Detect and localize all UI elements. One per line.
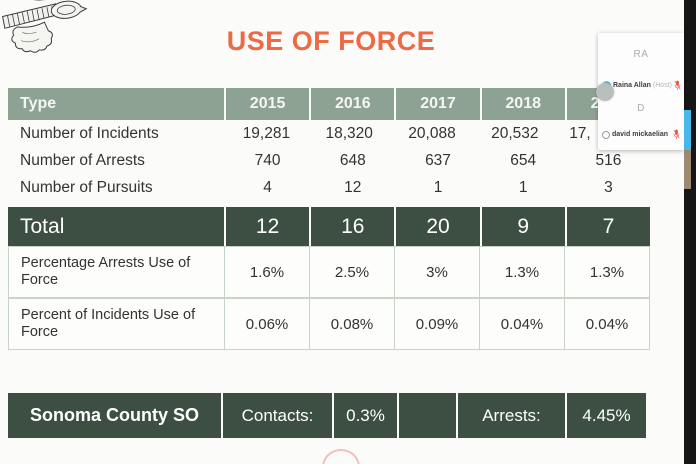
summary-contacts-label: Contacts: (223, 393, 332, 438)
total-value: 9 (481, 207, 565, 246)
cell-value: 19,281 (242, 124, 291, 142)
column-header-2015: 2015 (226, 88, 310, 120)
cell-value: 0.06% (225, 299, 309, 349)
participant-name: david mickaelian (612, 131, 669, 138)
summary-arrests-value: 4.45% (567, 393, 646, 438)
participant-role: (Host) (652, 82, 672, 89)
participant-name: Raina Allan (613, 82, 651, 89)
row-label: Number of Pursuits (20, 178, 153, 196)
background-window-sliver-blue (684, 110, 691, 150)
participant-row[interactable]: david mickaelian (598, 128, 684, 141)
cell-value: 516 (595, 151, 622, 169)
table-row-total: Total 12 16 20 9 7 (8, 207, 651, 246)
page-title: USE OF FORCE (226, 26, 436, 56)
cell-value: 637 (425, 151, 451, 169)
column-header-2017: 2017 (396, 88, 480, 120)
cell-value: 1.3% (565, 247, 649, 297)
summary-agency: Sonoma County SO (8, 393, 221, 438)
table-row-incidents: Number of Incidents 19,281 18,320 20,088… (8, 120, 650, 147)
cell-value: 20,088 (408, 124, 456, 142)
participant-avatar-circle (596, 83, 614, 101)
cell-value: 18,320 (325, 124, 373, 142)
summary-spacer (399, 393, 456, 438)
muted-mic-icon[interactable] (674, 80, 681, 91)
total-value: 20 (396, 207, 480, 246)
total-value: 7 (566, 207, 651, 246)
cell-value: 20,532 (491, 124, 539, 142)
cell-value: 3% (395, 247, 479, 297)
annotation-circle (322, 449, 360, 464)
cell-value: 1.3% (480, 247, 564, 297)
cell-value: 17, (569, 124, 591, 142)
table-header-row: Type 2015 2016 2017 2018 2019 (8, 88, 651, 120)
cell-value: 1.6% (225, 247, 309, 297)
total-label: Total (8, 207, 224, 246)
logo-sketch-icon (2, 0, 88, 53)
background-window-sliver-tan (684, 150, 691, 189)
table-row-pct-incidents: Percent of Incidents Use of Force 0.06% … (8, 298, 650, 350)
participant-initials: D (637, 103, 645, 114)
window-edge-strip (684, 0, 696, 464)
avatar (602, 130, 610, 139)
muted-mic-icon[interactable] (673, 129, 680, 140)
cell-value: 12 (344, 178, 362, 196)
total-value: 12 (226, 207, 310, 246)
cell-value: 4 (263, 178, 272, 196)
agency-logo (0, 0, 93, 63)
column-header-2016: 2016 (311, 88, 395, 120)
cell-value: 654 (510, 151, 537, 169)
summary-contacts-value: 0.3% (334, 393, 397, 438)
cell-value: 0.04% (565, 299, 649, 349)
row-label: Percentage Arrests Use of Force (9, 247, 224, 297)
summary-arrests-label: Arrests: (458, 393, 565, 438)
table-row-pct-arrests: Percentage Arrests Use of Force 1.6% 2.5… (8, 246, 650, 298)
cell-value: 0.08% (310, 299, 394, 349)
participants-panel: RA Raina Allan (Host) D david mickaelian (596, 33, 684, 150)
column-header-2018: 2018 (481, 88, 565, 120)
use-of-force-table: Type 2015 2016 2017 2018 2019 Number of … (8, 88, 651, 350)
cell-value: 3 (604, 178, 613, 196)
table-row-arrests: Number of Arrests 740 648 637 654 516 (8, 147, 650, 174)
cell-value: 0.04% (480, 299, 564, 349)
cell-value: 740 (254, 151, 281, 169)
cell-value: 1 (518, 178, 528, 196)
cell-value: 2.5% (310, 247, 394, 297)
cell-value: 648 (339, 151, 366, 169)
table-row-pursuits: Number of Pursuits 4 12 1 1 3 (8, 174, 650, 201)
cell-value: 0.09% (395, 299, 479, 349)
column-header-type: Type (8, 88, 224, 120)
total-value: 16 (311, 207, 395, 246)
row-label: Percent of Incidents Use of Force (9, 299, 224, 349)
row-label: Number of Incidents (20, 124, 159, 142)
summary-bar: Sonoma County SO Contacts: 0.3% Arrests:… (8, 393, 646, 438)
cell-value: 1 (433, 178, 443, 196)
row-label: Number of Arrests (20, 151, 145, 169)
participant-initials: RA (633, 49, 649, 60)
